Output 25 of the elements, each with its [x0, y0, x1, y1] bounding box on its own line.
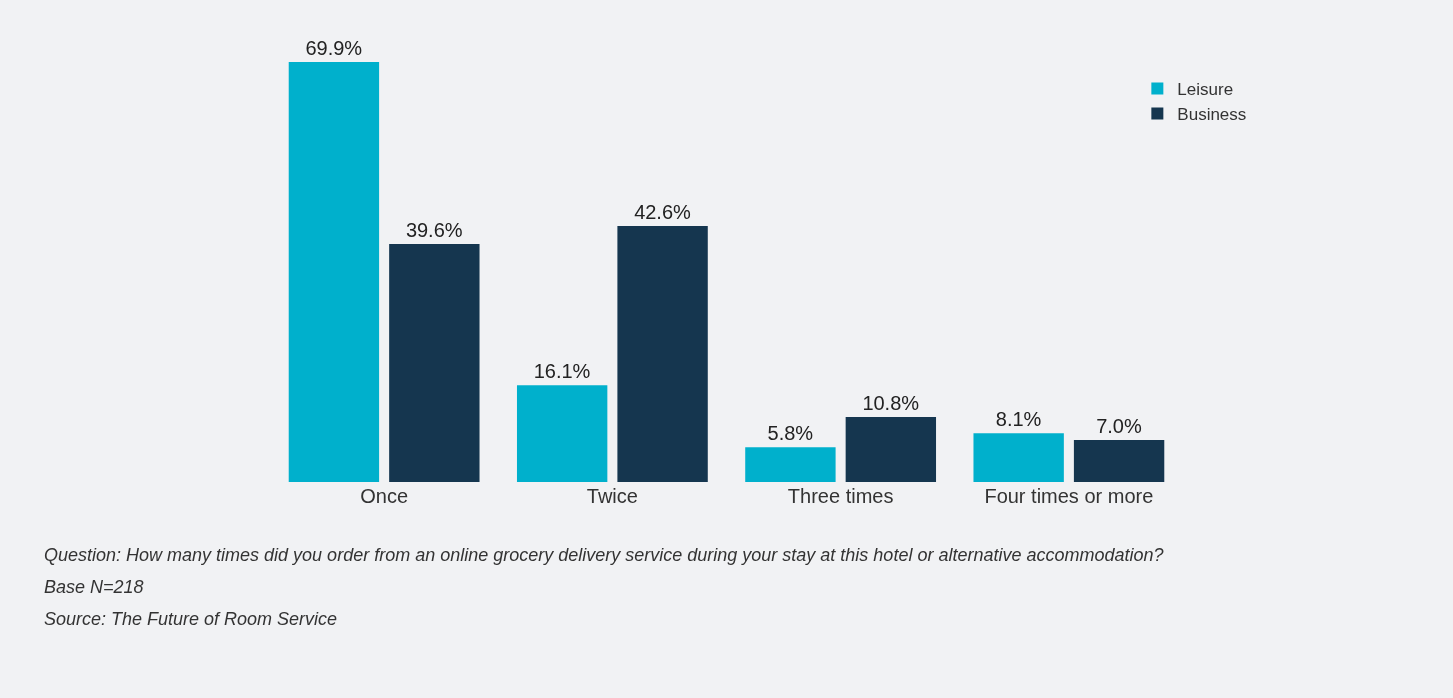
legend-label: Business [1177, 105, 1247, 125]
bar [617, 226, 708, 482]
data-label: 69.9% [305, 37, 363, 60]
x-tick-label: Twice [586, 485, 638, 507]
data-label: 8.1% [995, 408, 1042, 431]
text: Base N=218 [44, 577, 144, 597]
bar [745, 447, 836, 482]
legend-label: Leisure [1177, 80, 1234, 100]
data-label: 16.1% [533, 360, 591, 383]
x-tick-label: Three times [787, 485, 894, 507]
bar [845, 417, 937, 482]
text: Question: How many times did you order from an online grocery delivery service during your stay at this hotel or alternative accommodation? [44, 545, 1164, 565]
source-note: Source: The Future of Room Service [44, 609, 338, 629]
data-label: 10.8% [862, 392, 920, 415]
bar [288, 62, 380, 482]
data-label: 39.6% [405, 219, 463, 242]
data-label: 42.6% [634, 201, 692, 224]
data-label: 5.8% [767, 422, 814, 445]
x-tick-label: Four times or more [984, 485, 1154, 507]
data-label: 7.0% [1096, 414, 1142, 437]
bar [973, 433, 1064, 482]
bar [516, 385, 608, 482]
bar [389, 244, 480, 482]
x-tick-label: Once [360, 485, 409, 507]
bar [1073, 439, 1165, 482]
